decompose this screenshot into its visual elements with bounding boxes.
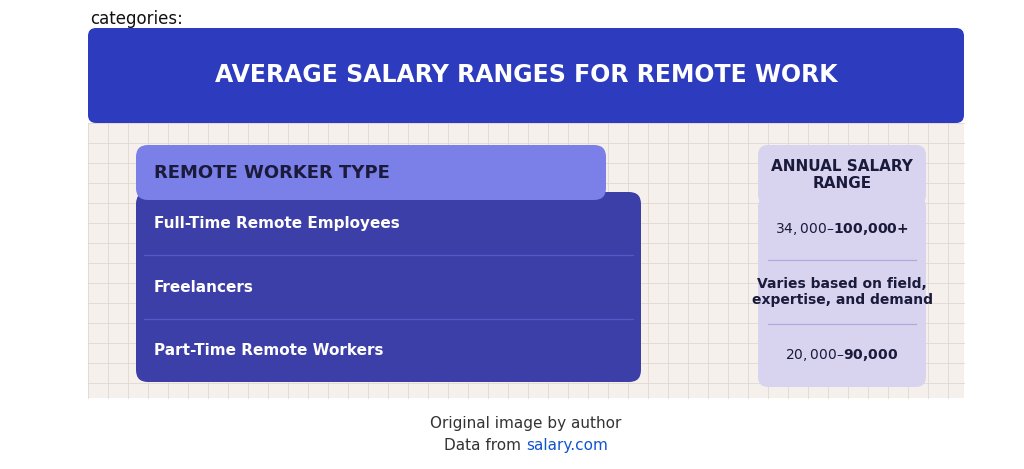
- Text: Original image by author: Original image by author: [430, 416, 622, 431]
- Text: REMOTE WORKER TYPE: REMOTE WORKER TYPE: [154, 164, 390, 182]
- Text: categories:: categories:: [90, 10, 183, 28]
- FancyBboxPatch shape: [88, 123, 964, 398]
- FancyBboxPatch shape: [136, 192, 641, 382]
- FancyBboxPatch shape: [88, 28, 964, 123]
- FancyBboxPatch shape: [758, 145, 926, 205]
- Text: $34,000 – $100,000+: $34,000 – $100,000+: [775, 221, 908, 237]
- Text: Part-Time Remote Workers: Part-Time Remote Workers: [154, 343, 384, 358]
- Text: AVERAGE SALARY RANGES FOR REMOTE WORK: AVERAGE SALARY RANGES FOR REMOTE WORK: [215, 63, 838, 88]
- Text: Freelancers: Freelancers: [154, 280, 254, 295]
- Text: Full-Time Remote Employees: Full-Time Remote Employees: [154, 216, 399, 231]
- Text: $20,000 – $90,000: $20,000 – $90,000: [785, 348, 898, 363]
- Text: salary.com: salary.com: [526, 438, 608, 453]
- FancyBboxPatch shape: [758, 197, 926, 387]
- Text: Varies based on field,
expertise, and demand: Varies based on field, expertise, and de…: [752, 277, 933, 307]
- Text: ANNUAL SALARY
RANGE: ANNUAL SALARY RANGE: [771, 159, 913, 191]
- Text: Data from: Data from: [444, 438, 526, 453]
- FancyBboxPatch shape: [136, 145, 606, 200]
